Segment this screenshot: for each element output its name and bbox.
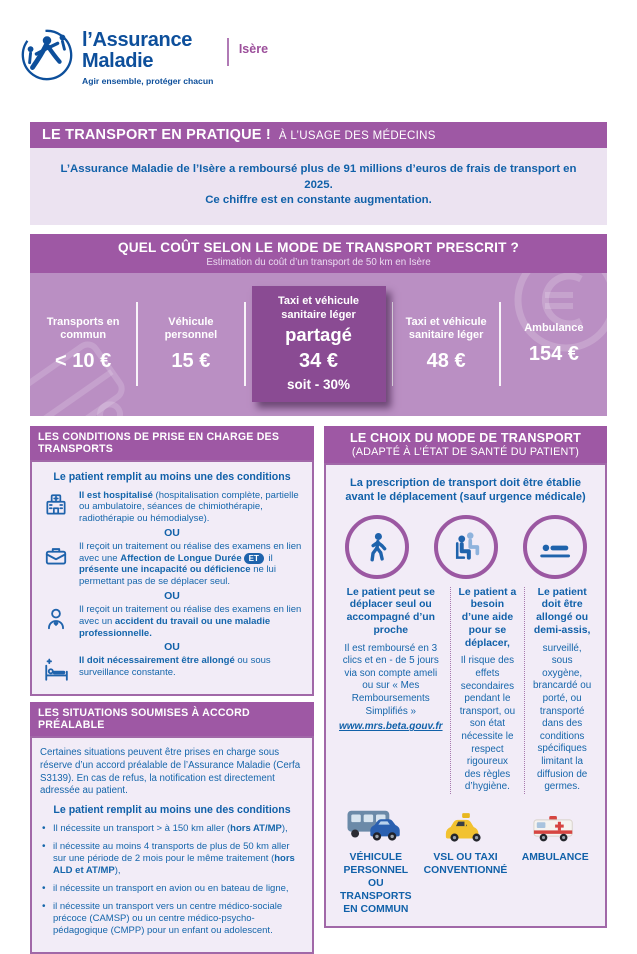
title-banner: LE TRANSPORT EN PRATIQUE ! À L’USAGE DES… <box>30 122 607 148</box>
mobility-body: Il risque des effets secondaires pendant… <box>459 655 516 793</box>
condition-text: Il est hospitalisé (hospitalisation comp… <box>79 489 299 525</box>
approval-intro: Certaines situations peuvent être prises… <box>40 747 301 797</box>
mobility-heading: Le patient a besoin d’une aide pour se d… <box>458 586 517 649</box>
choice-title: LE CHOIX DU MODE DE TRANSPORT <box>349 430 582 445</box>
right-column: LE CHOIX DU MODE DE TRANSPORT (ADAPTÉ À … <box>324 425 607 929</box>
cost-price: 15 € <box>171 349 211 372</box>
conditions-box: Le patient remplit au moins une des cond… <box>30 459 314 697</box>
condition-text: Il reçoit un traitement ou réalise des e… <box>79 540 302 588</box>
brand-tagline: Agir ensemble, protéger chacun <box>82 76 214 86</box>
mobility-body: Il est remboursé en 3 clics et en - de 5… <box>342 642 439 717</box>
approval-section-header: LES SITUATIONS SOUMISES À ACCORD PRÉALAB… <box>30 702 314 737</box>
cost-comparison-band: Transports en commun < 10 € Véhicule per… <box>30 272 607 416</box>
approval-conditions-list: Il nécessite un transport > à 150 km all… <box>40 823 304 937</box>
mobility-icons-row <box>332 514 599 579</box>
list-item: Il nécessite un transport > à 150 km all… <box>40 823 304 835</box>
cost-col-taxi-vsl: Taxi et véhicule sanitaire léger 48 € <box>393 316 499 373</box>
cost-label: Véhicule personnel <box>164 315 218 342</box>
ambulance-icon <box>515 806 595 844</box>
seated-passengers-icon <box>433 514 498 579</box>
approval-box: Certaines situations peuvent être prises… <box>30 736 314 954</box>
cost-discount-note: soit - 30% <box>286 377 351 392</box>
hospital-icon <box>40 490 72 518</box>
walking-person-icon <box>344 514 409 579</box>
cost-label: Transports en commun <box>46 315 120 342</box>
vehicle-label: VSL OU TAXI CONVENTIONNÉ <box>423 852 508 877</box>
intro-line-1: L’Assurance Maladie de l’Isère a rembour… <box>60 163 577 191</box>
cost-emphasis: partagé <box>285 324 352 345</box>
cost-col-ambulance: Ambulance 154 € <box>501 322 607 366</box>
mobility-col-lying: Le patient doit être allongé ou demi-ass… <box>524 586 599 795</box>
cost-label: Ambulance <box>524 322 584 335</box>
vehicle-personal: VÉHICULE PERSONNEL OU TRANSPORTS EN COMM… <box>332 806 420 916</box>
intro-box: L’Assurance Maladie de l’Isère a rembour… <box>30 148 607 225</box>
taxi-icon <box>424 806 508 844</box>
cost-price: 48 € <box>426 349 466 372</box>
intro-line-2: Ce chiffre est en constante augmentation… <box>205 194 432 206</box>
mobility-heading: Le patient peut se déplacer seul ou acco… <box>346 586 435 636</box>
cost-label: Taxi et véhicule sanitaire léger <box>277 295 360 321</box>
flyer-page: l’Assurance Maladie Agir ensemble, proté… <box>0 0 637 910</box>
or-separator: OU <box>164 641 180 654</box>
list-item: il nécessite au moins 4 transports de pl… <box>40 841 304 877</box>
cost-price: 154 € <box>528 342 579 365</box>
cost-price: 34 € <box>299 350 338 372</box>
condition-item-lying-down: Il doit nécessairement être allongé ou s… <box>40 655 304 683</box>
conditions-section-header: LES CONDITIONS DE PRISE EN CHARGE DES TR… <box>30 425 314 460</box>
cost-subtitle: Estimation du coût d’un transport de 50 … <box>206 256 431 268</box>
or-separator: OU <box>164 526 180 539</box>
prescription-note: La prescription de transport doit être é… <box>345 476 586 504</box>
cost-section-header: QUEL COÛT SELON LE MODE DE TRANSPORT PRE… <box>30 233 607 273</box>
vehicle-row: VÉHICULE PERSONNEL OU TRANSPORTS EN COMM… <box>332 806 599 916</box>
left-column: LES CONDITIONS DE PRISE EN CHARGE DES TR… <box>30 425 314 954</box>
page-title: LE TRANSPORT EN PRATIQUE ! <box>42 127 271 143</box>
assurance-maladie-emblem-icon <box>18 24 76 84</box>
list-item: il nécessite un transport vers un centre… <box>40 901 304 937</box>
vehicle-taxi: VSL OU TAXI CONVENTIONNÉ <box>420 806 512 916</box>
briefcase-icon <box>40 541 72 569</box>
choice-subtitle: (ADAPTÉ À L’ÉTAT DE SANTÉ DU PATIENT) <box>351 445 580 458</box>
column-divider <box>499 302 501 386</box>
mobility-body: surveillé, sous oxygène, brancardé ou po… <box>533 642 592 793</box>
page-audience: À L’USAGE DES MÉDECINS <box>278 130 436 142</box>
cost-title: QUEL COÛT SELON LE MODE DE TRANSPORT PRE… <box>117 239 520 255</box>
cost-col-personal-vehicle: Véhicule personnel 15 € <box>138 316 244 373</box>
mobility-heading: Le patient doit être allongé ou demi-ass… <box>533 586 591 636</box>
mobility-col-autonomous: Le patient peut se déplacer seul ou acco… <box>332 587 450 795</box>
conditions-lead: Le patient remplit au moins une des cond… <box>53 470 291 483</box>
header: l’Assurance Maladie Agir ensemble, proté… <box>18 24 268 86</box>
condition-text: Il doit nécessairement être allongé ou s… <box>79 655 271 679</box>
region-label: Isère <box>238 42 269 56</box>
cost-label: Taxi et véhicule sanitaire léger <box>405 315 487 342</box>
choice-box: La prescription de transport doit être é… <box>324 462 607 929</box>
condition-item-work-accident: Il reçoit un traitement ou réalise des e… <box>40 604 304 639</box>
condition-item-ald: Il reçoit un traitement ou réalise des e… <box>40 541 304 588</box>
column-divider <box>244 302 246 386</box>
mobility-col-needs-help: Le patient a besoin d’une aide pour se d… <box>449 586 525 795</box>
mobility-text-columns: Le patient peut se déplacer seul ou acco… <box>332 586 599 795</box>
logo-divider <box>227 38 229 66</box>
main-content: LE TRANSPORT EN PRATIQUE ! À L’USAGE DES… <box>30 122 607 954</box>
bus-and-car-icon <box>336 806 416 844</box>
or-separator: OU <box>164 590 180 603</box>
vehicle-label: AMBULANCE <box>521 852 589 864</box>
cost-col-shared-taxi-highlight: Taxi et véhicule sanitaire léger partagé… <box>251 286 386 402</box>
cost-col-public-transport: Transports en commun < 10 € <box>30 316 136 373</box>
column-divider <box>391 302 393 386</box>
list-item: il nécessite un transport en avion ou en… <box>40 883 304 895</box>
cost-price: < 10 € <box>55 349 112 372</box>
vehicle-label: VÉHICULE PERSONNEL OU TRANSPORTS EN COMM… <box>340 852 412 916</box>
patient-heart-icon <box>40 604 72 632</box>
column-divider <box>136 302 138 386</box>
choice-section-header: LE CHOIX DU MODE DE TRANSPORT (ADAPTÉ À … <box>324 425 607 463</box>
lying-patient-icon <box>522 514 587 579</box>
approval-lead: Le patient remplit au moins une des cond… <box>53 803 291 816</box>
hospital-bed-icon <box>40 655 72 683</box>
mrs-link[interactable]: www.mrs.beta.gouv.fr <box>339 721 443 733</box>
condition-text: Il reçoit un traitement ou réalise des e… <box>79 604 302 639</box>
vehicle-ambulance: AMBULANCE <box>511 806 599 916</box>
brand-name: l’Assurance Maladie <box>82 29 193 72</box>
condition-item-hospitalised: Il est hospitalisé (hospitalisation comp… <box>40 490 304 525</box>
